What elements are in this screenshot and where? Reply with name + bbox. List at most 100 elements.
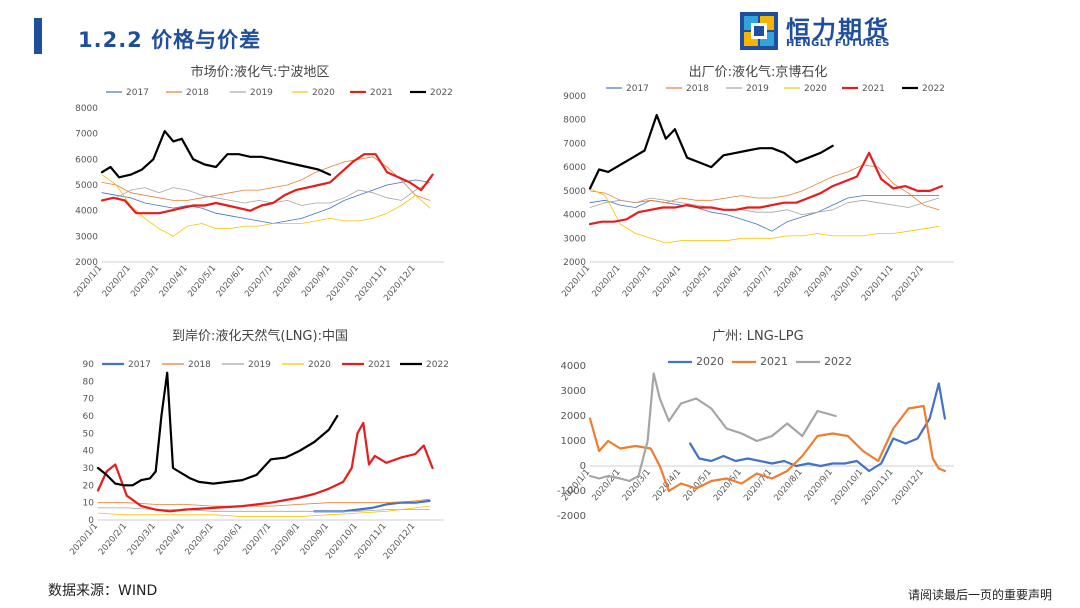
series-line-2020 [101, 174, 431, 237]
x-tick-label: 2020/12/1 [890, 468, 926, 508]
y-tick-label: 6000 [563, 163, 586, 173]
y-tick-label: 30 [83, 464, 95, 474]
y-tick-label: 8000 [75, 104, 98, 114]
y-tick-label: 0 [88, 516, 94, 526]
x-tick-label: 2020/5/1 [186, 264, 218, 300]
y-tick-label: 2000 [561, 411, 586, 422]
chart-title: 广州: LNG-LPG [712, 329, 803, 344]
x-tick-label: 2020/5/1 [183, 522, 215, 558]
x-tick-label: 2020/5/1 [681, 264, 713, 300]
x-tick-label: 2020/2/1 [101, 264, 133, 300]
x-tick-label: 2020/4/1 [651, 264, 683, 300]
chart-svg: 广州: LNG-LPG 2020 2021 2022 -2000 -1000 0 1000 20… [557, 329, 954, 522]
y-tick-label: 9000 [563, 92, 586, 102]
series-line-2017 [589, 195, 940, 232]
series-line-2019 [589, 197, 940, 216]
y-tick-label: 1000 [561, 436, 586, 447]
y-tick-label: 70 [83, 395, 95, 405]
legend-label-2017: 2017 [126, 88, 149, 98]
y-tick-label: 8000 [563, 116, 586, 126]
y-tick-label: 7000 [75, 130, 98, 140]
data-source-note: 数据来源：WIND [48, 583, 158, 599]
x-tick-label: 2020/7/1 [241, 522, 273, 558]
x-tick-label: 2020/3/1 [621, 468, 653, 504]
legend-label-2019: 2019 [250, 88, 273, 98]
x-tick-label: 2020/8/1 [272, 264, 304, 300]
y-tick-label: 20 [83, 481, 95, 491]
series-line-2020 [97, 505, 431, 517]
y-tick-label: 0 [580, 461, 586, 472]
chart-china-lng-cif-price: 到岸价:液化天然气(LNG):中国 2017 2018 2019 2020 2021 202… [68, 326, 450, 566]
x-tick-label: 2020/1/1 [560, 264, 592, 300]
y-tick-label: 90 [83, 360, 95, 370]
chart-svg: 出厂价:液化气:京博石化 2017 2018 2019 2020 2021 2022 2000… [560, 64, 954, 304]
y-tick-label: 80 [83, 377, 95, 387]
x-tick-label: 2020/12/1 [890, 264, 926, 304]
y-tick-label: 2000 [75, 258, 98, 268]
title-accent-bar [34, 18, 42, 54]
series-line-2019 [101, 182, 431, 206]
chart-title: 市场价:液化气:宁波地区 [191, 64, 330, 80]
y-tick-label: 7000 [563, 139, 586, 149]
chart-title: 到岸价:液化天然气(LNG):中国 [172, 328, 348, 344]
x-tick-label: 2020/6/1 [212, 522, 244, 558]
y-tick-label: 4000 [561, 361, 586, 372]
x-tick-label: 2020/6/1 [712, 264, 744, 300]
legend-label-2019: 2019 [248, 360, 271, 370]
logo-chinese-name: 恒力期货 [786, 16, 890, 44]
logo-english-name: HENGLI FUTURES [786, 38, 890, 49]
legend-label-2022: 2022 [922, 84, 945, 94]
y-tick-label: 5000 [563, 187, 586, 197]
series-line-2018 [589, 164, 940, 211]
legend-label-2020: 2020 [312, 88, 335, 98]
series-line-2020 [689, 382, 946, 473]
y-tick-label: 6000 [75, 155, 98, 165]
chart-ningbo-lpg-price: 市场价:液化气:宁波地区 2017 2018 2019 2020 2021 2022 2000… [70, 62, 453, 322]
y-tick-label: 2000 [563, 258, 586, 268]
legend-label-2021: 2021 [760, 355, 788, 368]
x-tick-label: 2020/6/1 [215, 264, 247, 300]
x-tick-label: 2020/1/1 [72, 264, 104, 300]
legend-label-2019: 2019 [746, 84, 769, 94]
y-tick-label: -2000 [557, 511, 586, 522]
x-tick-label: 2020/2/1 [590, 468, 622, 504]
legend-label-2021: 2021 [862, 84, 885, 94]
chart-jingbo-lpg-ex-factory-price: 出厂价:液化气:京博石化 2017 2018 2019 2020 2021 2022 2000… [556, 62, 960, 322]
legend-label-2017: 2017 [626, 84, 649, 94]
y-tick-label: 4000 [563, 211, 586, 221]
series-line-2022 [96, 371, 339, 487]
x-tick-label: 2020/3/1 [126, 522, 158, 558]
x-tick-label: 2020/3/1 [129, 264, 161, 300]
y-tick-label: 10 [83, 499, 95, 509]
y-tick-label: 40 [83, 447, 95, 457]
series-line-2018 [101, 156, 431, 201]
legend-label-2018: 2018 [188, 360, 211, 370]
y-tick-label: 4000 [75, 207, 98, 217]
legend-label-2021: 2021 [368, 360, 391, 370]
x-tick-label: 2020/3/1 [621, 264, 653, 300]
y-tick-label: 3000 [561, 386, 586, 397]
x-tick-label: 2020/4/1 [158, 264, 190, 300]
x-tick-label: 2020/7/1 [742, 264, 774, 300]
disclaimer-note: 请阅读最后一页的重要声明 [907, 588, 1052, 602]
y-tick-label: 3000 [75, 232, 98, 242]
x-tick-label: 2020/2/1 [97, 522, 129, 558]
legend-label-2022: 2022 [430, 88, 453, 98]
y-tick-label: 3000 [563, 234, 586, 244]
chart-guangzhou-lng-lpg-spread: 广州: LNG-LPG 2020 2021 2022 -2000 -1000 0 1000 20… [556, 326, 960, 556]
legend-label-2017: 2017 [128, 360, 151, 370]
y-tick-label: 5000 [75, 181, 98, 191]
series-line-2021 [100, 153, 434, 215]
legend-label-2022: 2022 [426, 360, 449, 370]
y-tick-label: 60 [83, 412, 95, 422]
legend-label-2018: 2018 [686, 84, 709, 94]
chart-title: 出厂价:液化气:京博石化 [689, 64, 828, 80]
series-line-2022 [588, 372, 837, 483]
y-tick-label: -1000 [557, 486, 586, 497]
x-tick-label: 2020/7/1 [243, 264, 275, 300]
chart-svg: 市场价:液化气:宁波地区 2017 2018 2019 2020 2021 2022 2000… [72, 64, 453, 303]
legend-label-2020: 2020 [308, 360, 331, 370]
legend-label-2021: 2021 [370, 88, 393, 98]
x-tick-label: 2020/8/1 [772, 468, 804, 504]
series-line-2021 [96, 421, 434, 513]
